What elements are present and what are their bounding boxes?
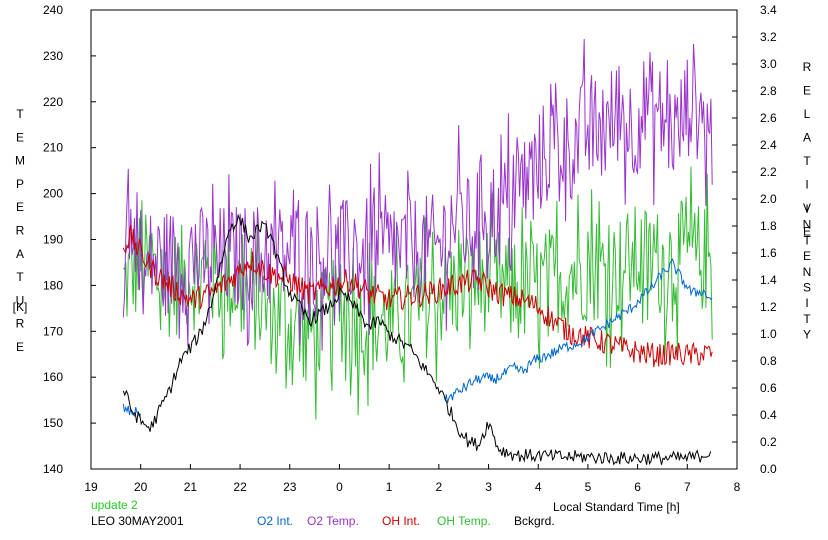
legend-item: OH Temp. <box>437 514 491 528</box>
left-tick-label: 210 <box>43 141 63 155</box>
right-axis-letter: E <box>803 249 811 263</box>
x-tick-label: 3 <box>485 480 492 494</box>
right-axis-letter: N <box>803 218 812 232</box>
left-axis-letter: U <box>16 293 25 307</box>
right-tick-label: 1.2 <box>760 300 777 314</box>
right-tick-label: 1.4 <box>760 273 777 287</box>
left-axis-letter: P <box>16 177 24 191</box>
left-axis-letter: R <box>16 224 25 238</box>
right-axis-letter: T <box>803 233 811 247</box>
right-tick-label: 3.2 <box>760 30 777 44</box>
left-axis-letter: E <box>16 200 24 214</box>
x-axis: 19 20 21 22 23 0 1 2 3 4 5 6 7 8 <box>84 464 741 494</box>
right-axis-letter: T <box>803 312 811 326</box>
x-tick-label: 22 <box>233 480 247 494</box>
right-axis-letter: I <box>805 178 808 192</box>
series-line-oh-int- <box>122 224 713 368</box>
right-tick-label: 2.8 <box>760 84 777 98</box>
right-axis-letter: I <box>805 296 808 310</box>
left-axis-letter: E <box>16 340 24 354</box>
right-axis-letter: S <box>803 281 811 295</box>
x-tick-label: 6 <box>634 480 641 494</box>
x-axis-label: Local Standard Time [h] <box>553 500 680 514</box>
right-tick-label: 2.2 <box>760 165 777 179</box>
update-label: update 2 <box>91 498 138 512</box>
right-tick-label: 0.4 <box>760 408 777 422</box>
legend-item: O2 Temp. <box>307 514 359 528</box>
right-tick-label: 0.2 <box>760 435 777 449</box>
right-tick-label: 1.0 <box>760 327 777 341</box>
left-axis-letter: R <box>16 317 25 331</box>
left-tick-label: 200 <box>43 187 63 201</box>
plot-frame <box>90 9 738 470</box>
left-axis: 140 150 160 170 180 190 200 210 220 230 240 <box>43 3 96 476</box>
x-tick-label: 4 <box>535 480 542 494</box>
right-tick-label: 2.0 <box>760 192 777 206</box>
right-tick-label: 1.8 <box>760 219 777 233</box>
legend-item: OH Int. <box>382 514 420 528</box>
legend-item: Bckgrd. <box>514 514 555 528</box>
legend: O2 Int. O2 Temp. OH Int. OH Temp. Bckgrd. <box>257 514 555 528</box>
right-axis: 0.0 0.2 0.4 0.6 0.8 1.0 1.2 1.4 1.6 1.8 2.0 2.2 2.4 2… <box>732 3 777 476</box>
right-tick-label: 3.4 <box>760 3 777 17</box>
right-tick-label: 0.6 <box>760 381 777 395</box>
right-tick-label: 2.6 <box>760 111 777 125</box>
series-layer <box>122 38 713 466</box>
x-tick-label: 8 <box>734 480 741 494</box>
left-tick-label: 180 <box>43 278 63 292</box>
series-line-bckgrd- <box>122 213 712 466</box>
right-axis-letter: Y <box>803 328 811 342</box>
left-tick-label: 160 <box>43 370 63 384</box>
x-tick-label: 20 <box>134 480 148 494</box>
x-tick-label: 0 <box>336 480 343 494</box>
right-tick-label: 0.8 <box>760 354 777 368</box>
legend-item: O2 Int. <box>257 514 293 528</box>
left-tick-label: 240 <box>43 3 63 17</box>
right-axis-letter: L <box>804 107 811 121</box>
right-tick-label: 2.4 <box>760 138 777 152</box>
right-axis-letter: R <box>803 60 812 74</box>
x-tick-label: 7 <box>684 480 691 494</box>
right-axis-letter: A <box>803 131 811 145</box>
right-axis-letter: E <box>803 225 811 239</box>
left-axis-unit: [K] <box>13 300 28 314</box>
series-line-o2-temp- <box>122 38 713 351</box>
left-axis-letter: T <box>16 107 24 121</box>
x-tick-label: 19 <box>84 480 98 494</box>
left-tick-label: 140 <box>43 462 63 476</box>
series-line-oh-temp- <box>122 166 713 420</box>
left-tick-label: 230 <box>43 49 63 63</box>
right-tick-label: 0.0 <box>760 462 777 476</box>
left-tick-label: 170 <box>43 324 63 338</box>
left-tick-label: 150 <box>43 416 63 430</box>
left-axis-letter: M <box>15 154 25 168</box>
left-axis-letter: A <box>16 247 24 261</box>
right-axis-letter: T <box>803 154 811 168</box>
site-date-label: LEO 30MAY2001 <box>91 514 184 528</box>
x-tick-label: 21 <box>184 480 198 494</box>
left-tick-label: 190 <box>43 233 63 247</box>
left-axis-letter: E <box>16 130 24 144</box>
x-tick-label: 5 <box>585 480 592 494</box>
right-axis-letter: N <box>803 265 812 279</box>
x-tick-label: 2 <box>436 480 443 494</box>
left-axis-letter: T <box>16 270 24 284</box>
series-line-o2-int- <box>444 257 713 404</box>
right-axis-letter: I <box>805 202 808 216</box>
right-tick-label: 1.6 <box>760 246 777 260</box>
right-tick-label: 3.0 <box>760 57 777 71</box>
x-tick-label: 1 <box>386 480 393 494</box>
left-tick-label: 220 <box>43 95 63 109</box>
x-tick-label: 23 <box>283 480 297 494</box>
right-axis-letter: E <box>803 84 811 98</box>
right-axis-letter: V <box>803 201 811 215</box>
